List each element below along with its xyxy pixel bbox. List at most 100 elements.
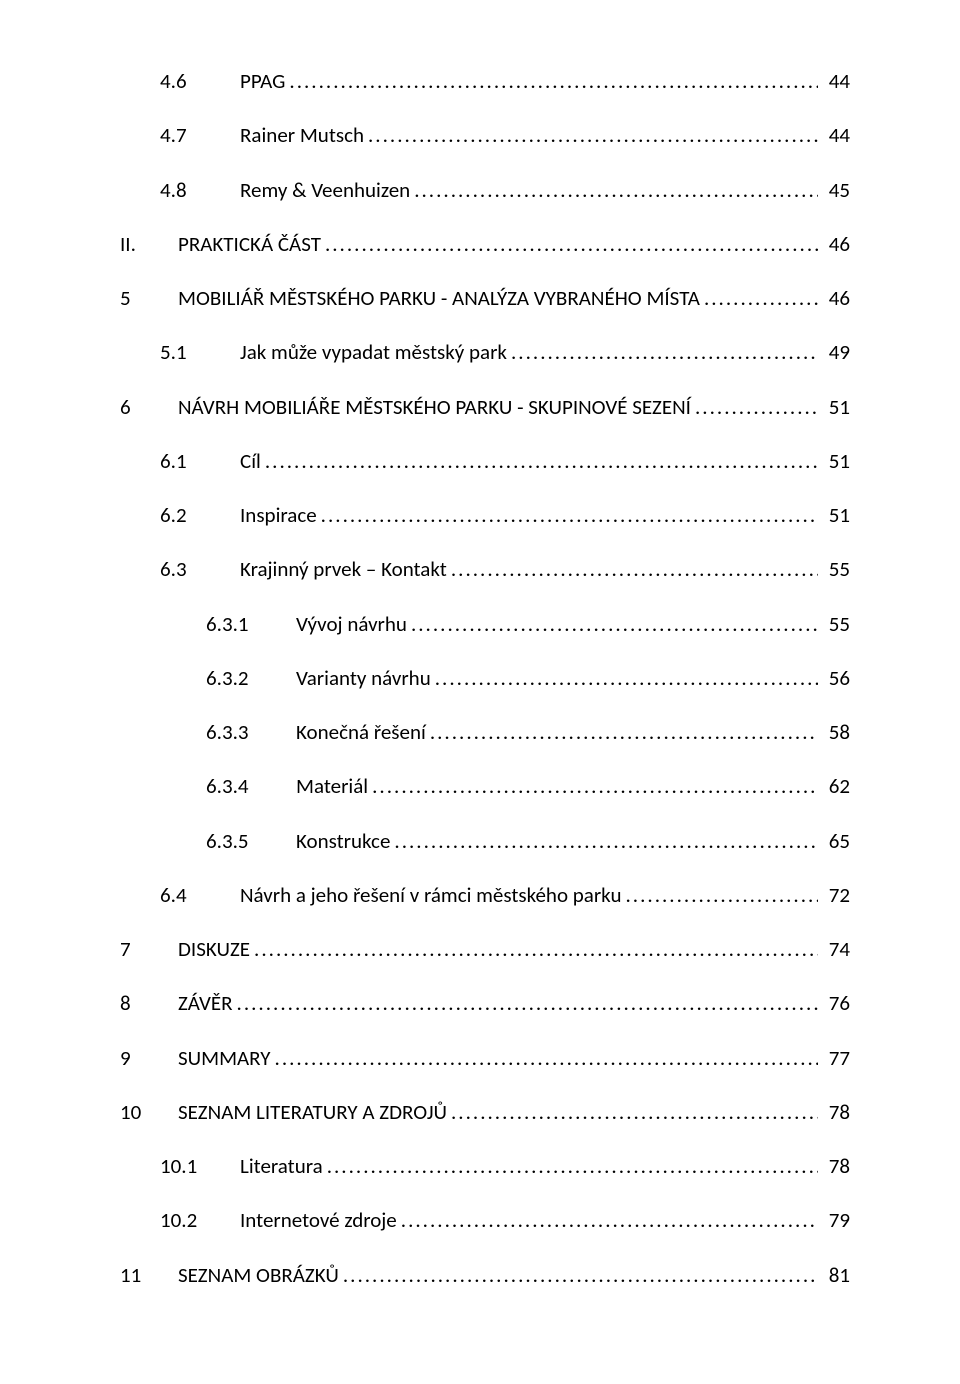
toc-entry-page: 51 bbox=[822, 448, 850, 474]
toc-entry: 10.2Internetové zdroje79 bbox=[120, 1207, 850, 1233]
toc-entry: 6.3Krajinný prvek – Kontakt 55 bbox=[120, 556, 850, 582]
toc-entry-title: NÁVRH MOBILIÁŘE MĚSTSKÉHO PARKU - SKUPIN… bbox=[178, 394, 691, 420]
toc-leader-dots bbox=[394, 828, 818, 854]
toc-entry: 5.1Jak může vypadat městský park49 bbox=[120, 339, 850, 365]
toc-entry-title: MOBILIÁŘ MĚSTSKÉHO PARKU - ANALÝZA VYBRA… bbox=[178, 285, 700, 311]
toc-entry-number: 7 bbox=[120, 936, 178, 962]
toc-entry-number: 6.3.2 bbox=[206, 665, 296, 691]
toc-entry-page: 45 bbox=[822, 177, 850, 203]
toc-leader-dots bbox=[372, 773, 818, 799]
toc-entry: 8ZÁVĚR 76 bbox=[120, 990, 850, 1016]
toc-entry: 6NÁVRH MOBILIÁŘE MĚSTSKÉHO PARKU - SKUPI… bbox=[120, 394, 850, 420]
toc-entry: 6.1Cíl51 bbox=[120, 448, 850, 474]
toc-entry-title: Remy & Veenhuizen bbox=[240, 177, 410, 203]
toc-entry: 4.8Remy & Veenhuizen 45 bbox=[120, 177, 850, 203]
toc-entry-title: Jak může vypadat městský park bbox=[240, 339, 507, 365]
toc-entry-title: PRAKTICKÁ ČÁST bbox=[178, 231, 321, 257]
toc-entry-page: 76 bbox=[822, 990, 850, 1016]
toc-entry-title: SEZNAM LITERATURY A ZDROJŮ bbox=[178, 1099, 447, 1125]
toc-entry: 4.7Rainer Mutsch44 bbox=[120, 122, 850, 148]
toc-leader-dots bbox=[254, 936, 818, 962]
toc-entry-number: II. bbox=[120, 231, 178, 257]
toc-entry-title: PPAG bbox=[240, 68, 285, 94]
toc-entry-number: 8 bbox=[120, 990, 178, 1016]
toc-entry: 6.3.4Materiál 62 bbox=[120, 773, 850, 799]
toc-entry-page: 56 bbox=[822, 665, 850, 691]
toc-entry-number: 4.8 bbox=[160, 177, 240, 203]
toc-entry-title: SUMMARY bbox=[178, 1045, 271, 1071]
toc-entry-page: 74 bbox=[822, 936, 850, 962]
toc-entry-page: 78 bbox=[822, 1153, 850, 1179]
toc-entry-number: 5 bbox=[120, 285, 178, 311]
toc-entry-title: SEZNAM OBRÁZKŮ bbox=[178, 1262, 339, 1288]
toc-leader-dots bbox=[325, 231, 818, 257]
toc-leader-dots bbox=[401, 1207, 818, 1233]
toc-leader-dots bbox=[321, 502, 818, 528]
toc-entry-title: Varianty návrhu bbox=[296, 665, 431, 691]
toc-entry-number: 6.2 bbox=[160, 502, 240, 528]
toc-leader-dots bbox=[343, 1262, 818, 1288]
toc-leader-dots bbox=[511, 339, 818, 365]
toc-entry-title: Materiál bbox=[296, 773, 368, 799]
toc-entry-page: 51 bbox=[822, 394, 850, 420]
toc-leader-dots bbox=[704, 285, 818, 311]
toc-entry-page: 44 bbox=[822, 122, 850, 148]
toc-leader-dots bbox=[411, 611, 818, 637]
toc-entry-title: Rainer Mutsch bbox=[240, 122, 364, 148]
toc-entry: 6.2Inspirace 51 bbox=[120, 502, 850, 528]
toc-entry-page: 58 bbox=[822, 719, 850, 745]
toc-entry-number: 5.1 bbox=[160, 339, 240, 365]
toc-entry-title: Cíl bbox=[240, 448, 261, 474]
toc-entry-title: Návrh a jeho řešení v rámci městského pa… bbox=[240, 882, 622, 908]
toc-leader-dots bbox=[695, 394, 818, 420]
toc-entry-page: 46 bbox=[822, 285, 850, 311]
toc-entry: 10.1Literatura 78 bbox=[120, 1153, 850, 1179]
toc-entry-number: 4.6 bbox=[160, 68, 240, 94]
toc-leader-dots bbox=[265, 448, 818, 474]
toc-entry-title: Internetové zdroje bbox=[240, 1207, 397, 1233]
toc-entry-page: 55 bbox=[822, 556, 850, 582]
toc-entry-title: Konstrukce bbox=[296, 828, 390, 854]
toc-entry-number: 6.4 bbox=[160, 882, 240, 908]
toc-entry-title: Krajinný prvek – Kontakt bbox=[240, 556, 447, 582]
toc-entry: II.PRAKTICKÁ ČÁST46 bbox=[120, 231, 850, 257]
toc-entry: 6.3.1Vývoj návrhu55 bbox=[120, 611, 850, 637]
toc-entry-number: 6.3 bbox=[160, 556, 240, 582]
toc-leader-dots bbox=[237, 990, 818, 1016]
toc-entry-page: 65 bbox=[822, 828, 850, 854]
toc-page: 4.6PPAG444.7Rainer Mutsch444.8Remy & Vee… bbox=[0, 0, 960, 1384]
toc-entry-title: Literatura bbox=[240, 1153, 323, 1179]
toc-entry-page: 79 bbox=[822, 1207, 850, 1233]
toc-entry-number: 6.3.4 bbox=[206, 773, 296, 799]
toc-entry-page: 72 bbox=[822, 882, 850, 908]
toc-entry-page: 55 bbox=[822, 611, 850, 637]
toc-entry-page: 81 bbox=[822, 1262, 850, 1288]
toc-entry-title: Inspirace bbox=[240, 502, 317, 528]
toc-entry-number: 11 bbox=[120, 1262, 178, 1288]
toc-entry: 6.3.2Varianty návrhu 56 bbox=[120, 665, 850, 691]
toc-leader-dots bbox=[430, 719, 818, 745]
toc-entry-number: 6.3.1 bbox=[206, 611, 296, 637]
toc-entry: 11SEZNAM OBRÁZKŮ 81 bbox=[120, 1262, 850, 1288]
toc-entry-number: 6.3.3 bbox=[206, 719, 296, 745]
toc-list: 4.6PPAG444.7Rainer Mutsch444.8Remy & Vee… bbox=[120, 68, 850, 1288]
toc-leader-dots bbox=[275, 1045, 818, 1071]
toc-entry: 6.3.3Konečná řešení58 bbox=[120, 719, 850, 745]
toc-entry-page: 62 bbox=[822, 773, 850, 799]
toc-entry: 6.3.5Konstrukce 65 bbox=[120, 828, 850, 854]
toc-entry-number: 10.1 bbox=[160, 1153, 240, 1179]
toc-entry-number: 10 bbox=[120, 1099, 178, 1125]
toc-entry: 9SUMMARY77 bbox=[120, 1045, 850, 1071]
toc-entry-number: 6.3.5 bbox=[206, 828, 296, 854]
toc-entry: 7DISKUZE74 bbox=[120, 936, 850, 962]
toc-entry: 5MOBILIÁŘ MĚSTSKÉHO PARKU - ANALÝZA VYBR… bbox=[120, 285, 850, 311]
toc-entry-number: 6 bbox=[120, 394, 178, 420]
toc-entry-page: 51 bbox=[822, 502, 850, 528]
toc-leader-dots bbox=[414, 177, 818, 203]
toc-entry: 4.6PPAG 44 bbox=[120, 68, 850, 94]
toc-entry-page: 44 bbox=[822, 68, 850, 94]
toc-leader-dots bbox=[327, 1153, 818, 1179]
toc-entry-page: 77 bbox=[822, 1045, 850, 1071]
toc-entry: 10SEZNAM LITERATURY A ZDROJŮ78 bbox=[120, 1099, 850, 1125]
toc-entry-title: ZÁVĚR bbox=[178, 990, 233, 1016]
